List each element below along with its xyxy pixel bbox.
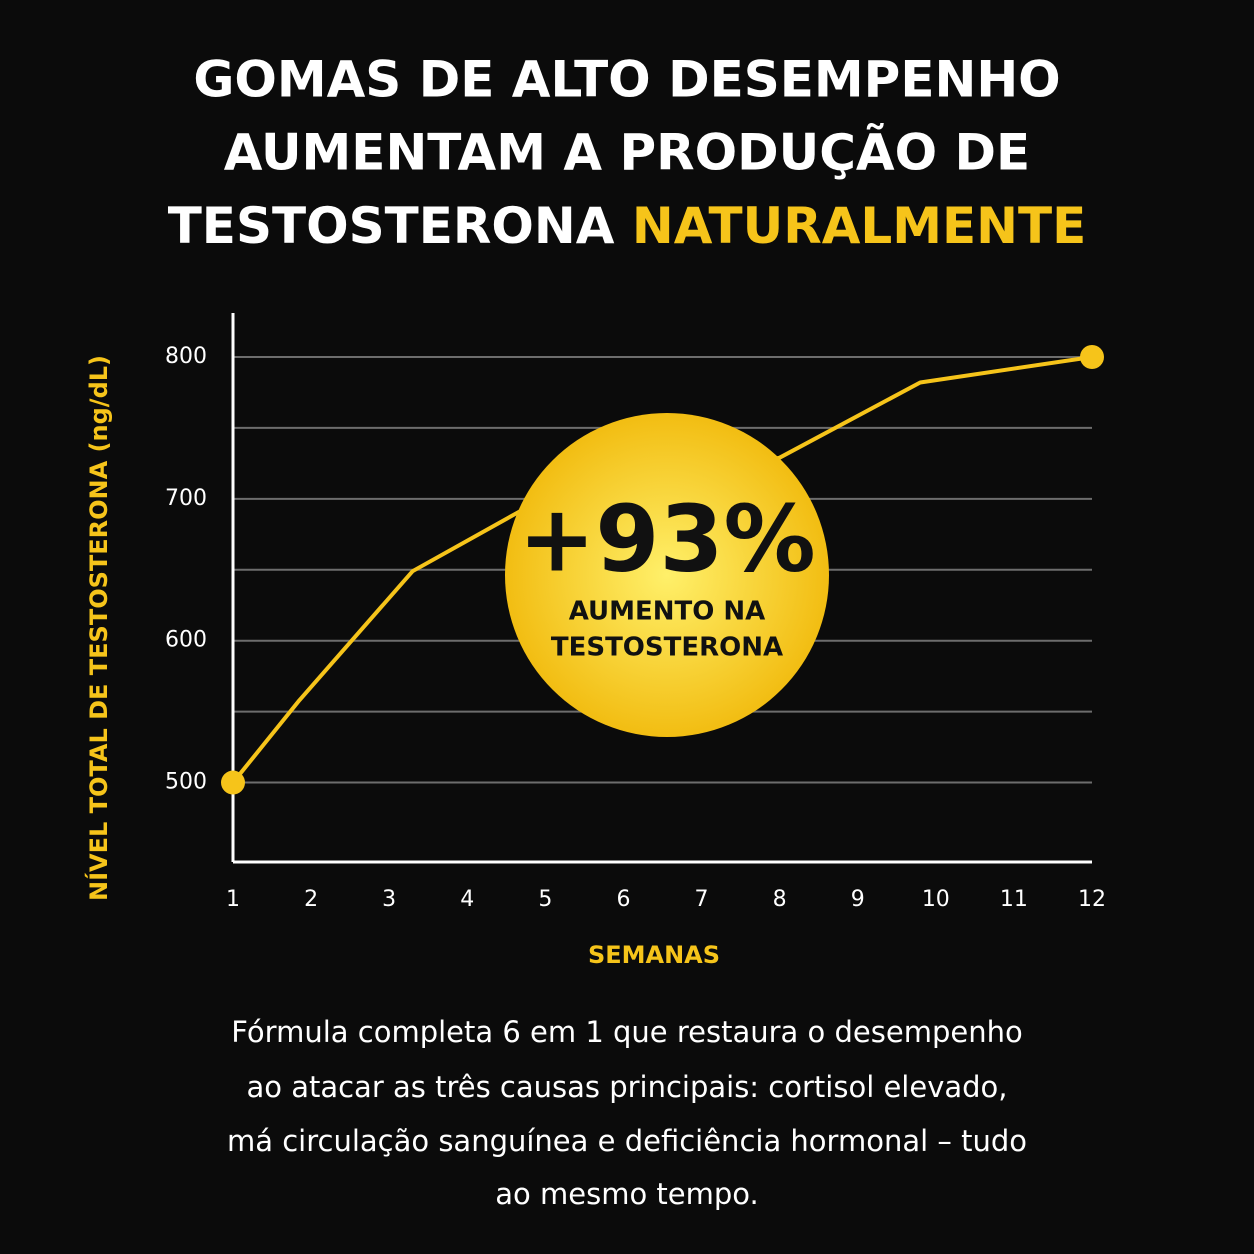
- y-axis-label: NÍVEL TOTAL DE TESTOSTERONA (ng/dL): [84, 355, 113, 901]
- x-tick-label: 12: [1078, 887, 1106, 912]
- x-tick-label: 1: [226, 887, 240, 912]
- description-line: Fórmula completa 6 em 1 que restaura o d…: [231, 1015, 1022, 1049]
- end-point: [1080, 344, 1104, 369]
- x-axis-label: SEMANAS: [588, 941, 720, 969]
- description-line: ao atacar as três causas principais: cor…: [246, 1070, 1007, 1104]
- title-line: TESTOSTERONA: [168, 197, 615, 255]
- y-tick-label: 600: [165, 628, 207, 653]
- description-line: ao mesmo tempo.: [495, 1177, 758, 1211]
- x-tick-label: 8: [773, 887, 787, 912]
- title-line: AUMENTAM A PRODUÇÃO DE: [224, 123, 1030, 182]
- badge: [505, 413, 829, 737]
- x-tick-label: 4: [460, 887, 474, 912]
- x-tick-label: 3: [382, 887, 396, 912]
- title-highlight: NATURALMENTE: [632, 197, 1086, 255]
- x-tick-label: 10: [922, 887, 950, 912]
- end-point: [221, 770, 245, 795]
- title-line: GOMAS DE ALTO DESEMPENHO: [193, 51, 1060, 109]
- description-line: má circulação sanguínea e deficiência ho…: [227, 1124, 1027, 1158]
- x-tick-label: 2: [304, 887, 318, 912]
- x-tick-label: 11: [1000, 887, 1028, 912]
- badge-value: +93%: [518, 485, 815, 592]
- y-tick-label: 800: [165, 344, 207, 369]
- badge-text: AUMENTO NA: [569, 597, 766, 627]
- x-tick-label: 5: [538, 887, 552, 912]
- x-tick-label: 7: [695, 887, 709, 912]
- y-tick-label: 500: [165, 770, 207, 795]
- x-tick-label: 9: [851, 887, 865, 912]
- title-line: TESTOSTERONA NATURALMENTE: [168, 197, 1087, 255]
- badge-text: TESTOSTERONA: [551, 633, 783, 663]
- y-tick-label: 700: [165, 486, 207, 511]
- x-tick-label: 6: [616, 887, 630, 912]
